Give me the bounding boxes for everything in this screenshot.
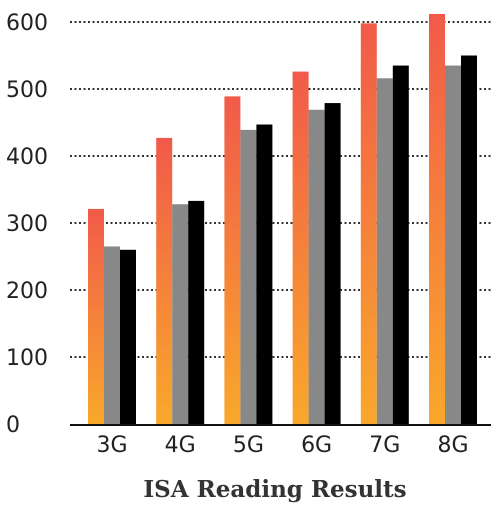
bar-series-2 [308, 109, 325, 425]
bar-series-3 [256, 124, 273, 424]
y-tick-label: 400 [6, 145, 48, 170]
bar-series-2 [172, 204, 189, 424]
x-tick-label: 7G [369, 433, 400, 458]
bar-series-1 [156, 137, 173, 424]
y-tick-label: 600 [6, 11, 48, 36]
y-tick-label: 0 [6, 413, 20, 438]
y-tick-label: 500 [6, 78, 48, 103]
y-tick-label: 200 [6, 279, 48, 304]
y-axis-ticks: 0 100 200 300 400 500 600 [6, 11, 48, 438]
bar-series-1 [292, 71, 309, 424]
bar-series-3 [461, 55, 477, 424]
x-axis-ticks: 3G 4G 5G 6G 7G 8G [96, 433, 468, 458]
bar-series-3 [392, 65, 409, 425]
x-tick-label: 8G [437, 433, 468, 458]
bar-series-1 [224, 96, 241, 425]
x-tick-label: 6G [301, 433, 332, 458]
bars [88, 13, 477, 425]
bar-series-2 [240, 129, 257, 424]
bar-series-1 [88, 208, 104, 424]
bar-series-3 [324, 103, 341, 424]
x-tick-label: 4G [165, 433, 196, 458]
bar-series-3 [120, 249, 136, 424]
x-tick-label: 3G [96, 433, 127, 458]
bar-series-2 [445, 65, 461, 425]
bar-series-1 [429, 13, 445, 425]
bar-series-2 [104, 246, 120, 424]
bar-series-3 [188, 200, 205, 424]
x-tick-label: 5G [233, 433, 264, 458]
chart-title: ISA Reading Results [143, 476, 406, 503]
bar-series-2 [376, 78, 393, 424]
y-tick-label: 300 [6, 212, 48, 237]
bar-series-1 [360, 23, 377, 425]
y-tick-label: 100 [6, 346, 48, 371]
